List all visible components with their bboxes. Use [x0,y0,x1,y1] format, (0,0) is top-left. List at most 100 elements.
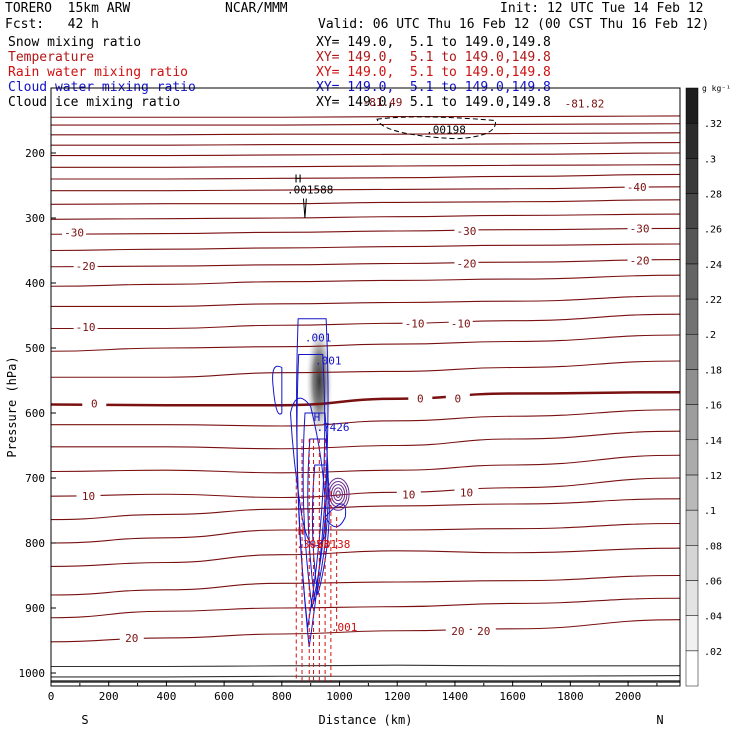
y-tick-label: 900 [25,602,45,615]
colorbar-segment [685,298,699,335]
contour-label-bg [62,226,87,239]
temperature-contour [51,173,681,180]
temperature-contour [50,227,681,235]
field-xy-temperature: XY= 149.0, 5.1 to 149.0,149.8 [316,50,551,65]
cloud-ice-contour [333,487,343,502]
temperature-contour-label: -10 [405,317,425,330]
colorbar-segment [685,193,699,229]
colorbar-segment [685,87,699,124]
colorbar-segment [685,545,699,581]
ice-label: .001588 [287,183,333,196]
temperature-contour [51,142,681,146]
cloud-water-contour [296,354,326,628]
top-temperature-label: -81.82 [565,98,605,111]
field-xy-rain: XY= 149.0, 5.1 to 149.0,149.8 [316,65,551,80]
ice-max-marker: H [295,172,302,185]
temperature-contour [51,186,681,192]
colorbar-tick-label: .28 [704,190,722,201]
temperature-contour-label: -10 [451,317,471,330]
model-title: TORERO 15km ARW [5,1,131,16]
colorbar-tick-label: .2 [704,330,716,341]
plot-frame [50,87,681,687]
colorbar-segment [685,474,699,511]
colorbar-tick-label: .1 [704,506,716,517]
cloud-ice-contour [335,490,341,498]
temperature-contour-label: -20 [76,260,96,273]
temperature-contour-label: -20 [457,258,477,271]
colorbar-tick-label: .32 [704,119,722,130]
temperature-contour [50,477,681,499]
x-tick-label: 800 [272,690,292,703]
y-tick-label: 200 [25,147,45,160]
snow-shading [305,327,334,447]
snow-max-value: .7426 [316,421,349,434]
colorbar-segment [685,580,699,616]
rain-label: .001 [331,621,358,634]
field-xy-cloud-ice: XY= 149.0, 5.1 to 149.0,149.8 [316,95,551,110]
contour-label-bg [73,321,98,334]
temperature-contour-label: 0 [455,393,462,406]
temperature-contour-label: -30 [630,222,650,235]
field-xy-snow: XY= 149.0, 5.1 to 149.0,149.8 [316,35,551,50]
contour-label-bg [454,257,479,270]
colorbar-segment [685,228,699,265]
field-name-rain: Rain water mixing ratio [8,65,189,80]
field-name-cloud-ice: Cloud ice mixing ratio [8,95,181,110]
snow-max-marker: H [314,411,321,424]
x-tick-label: 400 [156,690,176,703]
ice-contour [302,198,307,219]
cloud-water-label: .001 [305,332,332,345]
init-time: Init: 12 UTC Tue 14 Feb 12 [500,1,704,16]
temperature-contour [51,132,681,136]
contour-label-bg [454,486,479,499]
contour-label-bg [402,317,427,330]
cloud-ice-contour [330,484,346,505]
temperature-contour-label: 20 [125,632,138,645]
temperature-contour [50,213,681,220]
temperature-contour [51,123,681,126]
cloud-ice-contour [326,477,350,511]
contour-label-bg [119,631,144,644]
ice-label: .00198 [426,124,466,137]
x-tick-label: 200 [99,690,119,703]
colorbar-segment [685,650,699,687]
temperature-contour-label: 10 [460,486,473,499]
field-name-temperature: Temperature [8,50,95,65]
temperature-contour-label: 0 [417,393,424,406]
temperature-contour [50,597,681,619]
temperature-contour-label: -30 [64,226,84,239]
temperature-contour-label: 0 [91,397,98,410]
temperature-contour [50,409,681,427]
x-tick-label: 1200 [384,690,411,703]
x-end-label-right: N [656,713,663,727]
x-end-label-left: S [81,713,88,727]
temperature-contour [51,152,681,157]
temperature-contour [50,454,681,474]
colorbar-segment [685,509,699,546]
y-tick-label: 700 [25,472,45,485]
temperature-contour [50,675,681,678]
temperature-contour-label: 20 [477,625,490,638]
cloud-ice-contour [328,480,348,508]
colorbar-tick-label: .16 [704,401,722,412]
y-tick-label: 400 [25,277,45,290]
temperature-contour [51,313,681,330]
temperature-contour [50,547,681,567]
colorbar-unit: g kg⁻¹ [702,84,731,93]
contour-label-bg [448,317,473,330]
x-tick-label: 1600 [499,690,526,703]
colorbar-tick-label: .08 [704,541,722,552]
cloud-water-label: .001 [315,354,342,367]
colorbar-segment [685,333,699,370]
temperature-contour [50,390,681,407]
colorbar-tick-label: .06 [704,576,722,587]
y-tick-label: 500 [25,342,45,355]
y-tick-label: 300 [25,212,45,225]
x-tick-label: 1000 [326,690,353,703]
rain-label: .00138 [311,538,351,551]
colorbar-tick-label: .04 [704,612,722,623]
colorbar-segment [685,404,699,441]
contour-label-bg [627,254,652,267]
forecast-hour: Fcst: 42 h [5,17,99,32]
